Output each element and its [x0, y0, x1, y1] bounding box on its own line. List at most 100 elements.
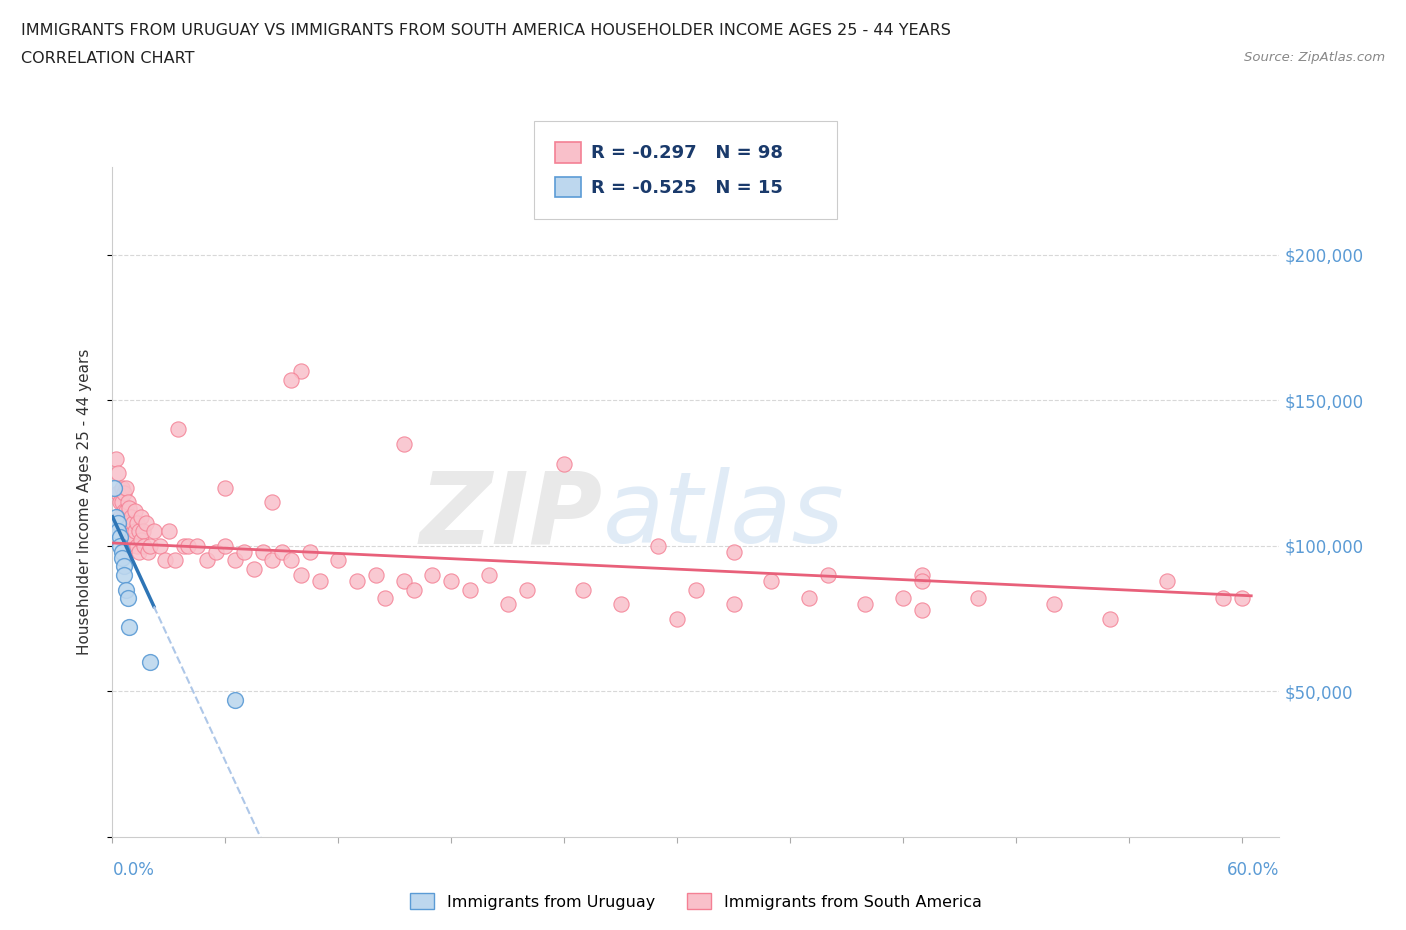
- Point: [114, 480, 136, 495]
- Point: [136, 544, 159, 559]
- Point: [422, 567, 444, 582]
- Point: [114, 515, 136, 530]
- Text: CORRELATION CHART: CORRELATION CHART: [21, 51, 194, 66]
- Point: [458, 582, 481, 597]
- Point: [103, 480, 125, 495]
- Point: [118, 620, 141, 635]
- Point: [124, 524, 146, 538]
- Point: [346, 574, 368, 589]
- Point: [118, 515, 141, 530]
- Point: [299, 544, 322, 559]
- Point: [553, 457, 575, 472]
- Point: [252, 544, 274, 559]
- Point: [290, 567, 312, 582]
- Point: [105, 510, 128, 525]
- Point: [516, 582, 538, 597]
- Point: [135, 515, 157, 530]
- Point: [118, 538, 141, 553]
- Point: [112, 524, 135, 538]
- Point: [270, 544, 292, 559]
- Point: [723, 597, 745, 612]
- Point: [148, 538, 170, 553]
- Text: atlas: atlas: [603, 467, 844, 565]
- Point: [666, 611, 689, 626]
- Point: [139, 655, 162, 670]
- Point: [1042, 597, 1064, 612]
- Point: [107, 486, 129, 501]
- Point: [142, 524, 165, 538]
- Point: [195, 553, 218, 568]
- Point: [186, 538, 208, 553]
- Point: [117, 515, 139, 530]
- Point: [128, 524, 150, 538]
- Point: [224, 693, 246, 708]
- Point: [280, 373, 302, 388]
- Point: [911, 603, 934, 618]
- Text: R = -0.297   N = 98: R = -0.297 N = 98: [591, 144, 783, 163]
- Point: [392, 574, 416, 589]
- Point: [797, 591, 820, 605]
- Point: [122, 515, 145, 530]
- Point: [111, 550, 134, 565]
- Text: R = -0.525   N = 15: R = -0.525 N = 15: [591, 179, 782, 197]
- Point: [392, 436, 416, 451]
- Text: Source: ZipAtlas.com: Source: ZipAtlas.com: [1244, 51, 1385, 64]
- Point: [125, 538, 148, 553]
- Point: [111, 480, 134, 495]
- Point: [112, 503, 135, 518]
- Point: [117, 495, 139, 510]
- Point: [134, 538, 156, 553]
- Point: [117, 591, 139, 605]
- Point: [280, 553, 302, 568]
- Point: [496, 597, 519, 612]
- Point: [105, 451, 128, 466]
- Point: [761, 574, 783, 589]
- Point: [242, 562, 264, 577]
- Point: [214, 480, 236, 495]
- Point: [163, 553, 186, 568]
- Point: [1099, 611, 1122, 626]
- Point: [911, 574, 934, 589]
- Point: [111, 495, 134, 510]
- Point: [1212, 591, 1234, 605]
- Point: [111, 544, 134, 559]
- Point: [112, 567, 135, 582]
- Point: [111, 515, 134, 530]
- Point: [107, 466, 129, 481]
- Point: [139, 538, 162, 553]
- Point: [609, 597, 631, 612]
- Point: [122, 533, 145, 548]
- Point: [118, 500, 141, 515]
- Point: [1230, 591, 1253, 605]
- Point: [374, 591, 396, 605]
- Point: [120, 526, 142, 541]
- Y-axis label: Householder Income Ages 25 - 44 years: Householder Income Ages 25 - 44 years: [77, 349, 91, 656]
- Point: [153, 553, 176, 568]
- Point: [233, 544, 256, 559]
- Point: [967, 591, 990, 605]
- Point: [107, 524, 129, 538]
- Point: [214, 538, 236, 553]
- Point: [328, 553, 350, 568]
- Legend: Immigrants from Uruguay, Immigrants from South America: Immigrants from Uruguay, Immigrants from…: [404, 886, 988, 916]
- Point: [124, 503, 146, 518]
- Point: [572, 582, 595, 597]
- Point: [108, 495, 131, 510]
- Point: [723, 544, 745, 559]
- Point: [911, 567, 934, 582]
- Point: [402, 582, 425, 597]
- Point: [108, 538, 131, 553]
- Point: [440, 574, 463, 589]
- Point: [120, 510, 142, 525]
- Point: [308, 574, 330, 589]
- Point: [685, 582, 707, 597]
- Point: [224, 553, 246, 568]
- Point: [853, 597, 876, 612]
- Point: [125, 515, 148, 530]
- Point: [364, 567, 387, 582]
- Point: [114, 582, 136, 597]
- Text: 60.0%: 60.0%: [1227, 860, 1279, 879]
- Point: [128, 544, 150, 559]
- Text: IMMIGRANTS FROM URUGUAY VS IMMIGRANTS FROM SOUTH AMERICA HOUSEHOLDER INCOME AGES: IMMIGRANTS FROM URUGUAY VS IMMIGRANTS FR…: [21, 23, 950, 38]
- Point: [112, 486, 135, 501]
